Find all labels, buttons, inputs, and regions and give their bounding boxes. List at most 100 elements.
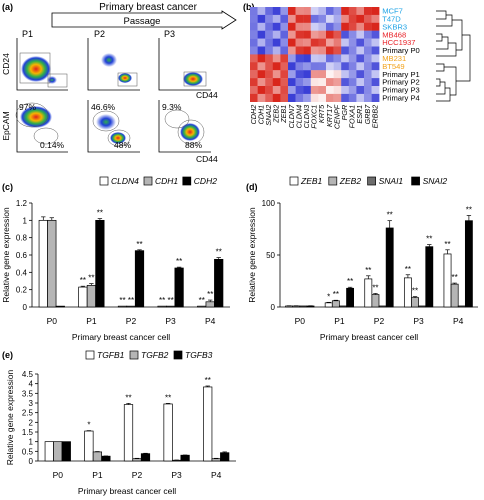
y-tick-label: 3 bbox=[29, 399, 34, 408]
heatmap-row-label: BT549 bbox=[382, 62, 404, 71]
heatmap-cell bbox=[341, 62, 349, 71]
heatmap-cell bbox=[288, 38, 296, 47]
heatmap-cell bbox=[272, 38, 281, 47]
heatmap-cell bbox=[257, 14, 266, 23]
heatmap-cell bbox=[333, 62, 342, 71]
heatmap-cell bbox=[280, 7, 289, 16]
bar bbox=[285, 305, 294, 308]
heatmap-cell bbox=[272, 93, 281, 102]
y-tick-label: 2.5 bbox=[22, 409, 34, 418]
heatmap-cell bbox=[364, 62, 372, 71]
heatmap-cell bbox=[295, 70, 304, 79]
heatmap-cell bbox=[348, 78, 357, 87]
significance-mark: * bbox=[327, 292, 330, 301]
heatmap-cell bbox=[272, 70, 281, 79]
heatmap-cell bbox=[257, 38, 266, 47]
bar bbox=[163, 403, 173, 462]
heatmap-cell bbox=[272, 30, 281, 39]
bar bbox=[53, 441, 63, 462]
heatmap-cell bbox=[333, 78, 342, 87]
bar bbox=[78, 286, 88, 308]
heatmap-cell bbox=[371, 70, 380, 79]
heatmap-cell bbox=[257, 7, 266, 16]
heatmap-cell bbox=[326, 62, 334, 71]
heatmap-cell bbox=[288, 93, 296, 102]
heatmap-cell bbox=[348, 7, 357, 16]
category-label: P1 bbox=[92, 470, 103, 480]
category-label: P2 bbox=[374, 316, 385, 326]
cd44-axis-label-row1: CD44 bbox=[196, 90, 218, 100]
category-label: P4 bbox=[453, 316, 464, 326]
bar bbox=[92, 451, 103, 462]
bar bbox=[123, 404, 134, 462]
heatmap-cell bbox=[280, 30, 289, 39]
heatmap-cell bbox=[326, 78, 334, 87]
bar bbox=[117, 305, 128, 308]
bar bbox=[457, 305, 466, 308]
heatmap-cell bbox=[333, 14, 342, 23]
heatmap-cell bbox=[318, 54, 327, 63]
heatmap-cell bbox=[250, 38, 258, 47]
heatmap-cell bbox=[326, 14, 334, 23]
heatmap-cell bbox=[280, 14, 289, 23]
heatmap-row-label: T47D bbox=[382, 15, 401, 24]
heatmap-cell bbox=[310, 38, 319, 47]
heatmap-row-label: Primary P4 bbox=[382, 94, 420, 103]
heatmap-cell bbox=[348, 38, 357, 47]
chart-e: (e) TGFB1 TGFB2 TGFB3 00.511.522.533.544.5 Re… bbox=[2, 350, 236, 496]
heatmap-cell bbox=[250, 62, 258, 71]
legend-swatch bbox=[143, 176, 153, 186]
y-tick-label: 3.5 bbox=[22, 389, 34, 398]
panel-a-title: Primary breast cancer bbox=[99, 2, 197, 13]
flow-plot-p3-cd24 bbox=[158, 38, 211, 91]
bar bbox=[134, 250, 145, 308]
passage-arrow bbox=[51, 10, 237, 30]
panel-label: (d) bbox=[246, 182, 258, 192]
heatmap-cell bbox=[280, 54, 289, 63]
heatmap-cell bbox=[265, 46, 273, 55]
bar bbox=[364, 278, 373, 308]
significance-mark: ** bbox=[347, 277, 353, 286]
heatmap-cell bbox=[364, 86, 372, 95]
heatmap-cell bbox=[303, 78, 311, 87]
heatmap-cell bbox=[326, 54, 334, 63]
heatmap-cell bbox=[303, 54, 311, 63]
heatmap-cell bbox=[348, 70, 357, 79]
heatmap-row-label: MB231 bbox=[382, 54, 406, 63]
heatmap-cell bbox=[341, 54, 349, 63]
heatmap-cell bbox=[371, 7, 380, 16]
y-tick-label: 1 bbox=[23, 216, 28, 225]
heatmap-cell bbox=[310, 86, 319, 95]
flow-plot-p1-cd24 bbox=[16, 38, 68, 91]
significance-mark: ** bbox=[333, 290, 339, 299]
heatmap-cell bbox=[341, 38, 349, 47]
heatmap-cell bbox=[333, 70, 342, 79]
heatmap-cell bbox=[356, 30, 365, 39]
heatmap-cell bbox=[280, 70, 289, 79]
bar bbox=[86, 284, 97, 308]
heatmap-column-label: CLDN4 bbox=[294, 105, 303, 129]
heatmap-cell bbox=[295, 30, 304, 39]
bar bbox=[371, 294, 380, 308]
heatmap-cell bbox=[310, 54, 319, 63]
heatmap-cell bbox=[250, 86, 258, 95]
heatmap-cell bbox=[326, 93, 334, 102]
heatmap-cell bbox=[333, 22, 342, 31]
heatmap-cell bbox=[265, 30, 273, 39]
heatmap-cell bbox=[310, 93, 319, 102]
category-label: P0 bbox=[295, 316, 306, 326]
heatmap-cell bbox=[288, 22, 296, 31]
heatmap-cell bbox=[257, 78, 266, 87]
heatmap-cell bbox=[348, 30, 357, 39]
heatmap-cell bbox=[288, 62, 296, 71]
heatmap-cell bbox=[295, 78, 304, 87]
heatmap-cell bbox=[371, 22, 380, 31]
heatmap-cell bbox=[250, 7, 258, 16]
heatmap-cell bbox=[257, 30, 266, 39]
dendrogram bbox=[436, 10, 471, 102]
heatmap-cell bbox=[318, 22, 327, 31]
heatmap-cell bbox=[371, 46, 380, 55]
heatmap-cell bbox=[272, 22, 281, 31]
significance-mark: ** bbox=[405, 265, 411, 274]
heatmap-cell bbox=[288, 86, 296, 95]
